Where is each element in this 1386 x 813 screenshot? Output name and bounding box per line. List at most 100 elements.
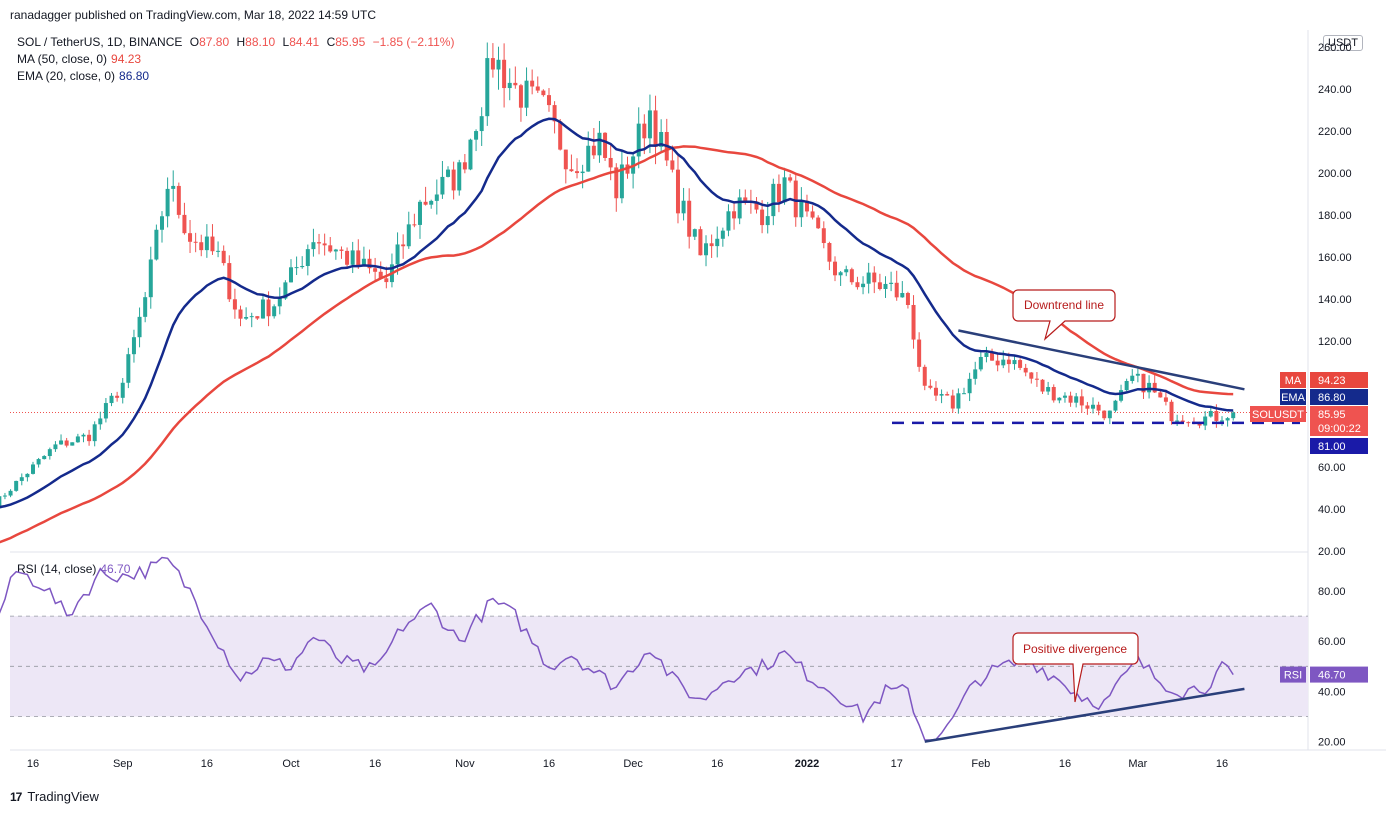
- symbol-legend: SOL / TetherUS, 1D, BINANCE O87.80 H88.1…: [17, 35, 454, 49]
- annotation-text: Positive divergence: [1023, 642, 1127, 656]
- candle-body: [199, 242, 204, 251]
- price-label-solusdt: SOLUSDT 85.95 09:00:22: [1250, 406, 1368, 436]
- candle-body: [1113, 400, 1118, 411]
- candle-body: [956, 393, 961, 409]
- time-tick-label: 16: [1216, 758, 1228, 770]
- label-name: SOLUSDT: [1252, 409, 1304, 421]
- candle-body: [1147, 382, 1152, 393]
- candle-body: [1203, 416, 1208, 426]
- candle-body: [137, 316, 142, 338]
- high-value: 88.10: [245, 35, 276, 49]
- candle-body: [1018, 360, 1023, 368]
- ema-legend[interactable]: EMA (20, close, 0) 86.80: [17, 69, 149, 83]
- candle-body: [866, 272, 871, 284]
- candle-body: [294, 267, 299, 269]
- price-label-ma: MA 94.23: [1280, 372, 1368, 388]
- candle-body: [249, 316, 254, 318]
- candle-body: [889, 282, 894, 284]
- candle-body: [457, 162, 462, 191]
- candle-body: [92, 424, 97, 442]
- candle-body: [126, 354, 131, 383]
- annotation-bubble: [1012, 289, 1116, 341]
- symbol-name[interactable]: SOL / TetherUS, 1D, BINANCE: [17, 35, 183, 49]
- high-label: H: [236, 35, 246, 49]
- candle-body: [255, 316, 260, 319]
- time-tick-label: 17: [891, 758, 903, 770]
- rsi-legend[interactable]: RSI (14, close) 46.70: [17, 562, 130, 576]
- candle-body: [535, 86, 540, 91]
- price-tick-label: 20.00: [1318, 546, 1346, 558]
- candle-body: [8, 490, 13, 496]
- currency-button[interactable]: USDT: [1323, 35, 1363, 51]
- candle-body: [468, 139, 473, 170]
- open-label: O: [189, 35, 200, 49]
- candles-group: [0, 42, 1236, 509]
- candle-body: [378, 271, 383, 279]
- candle-body: [855, 282, 860, 288]
- candle-body: [1046, 386, 1051, 392]
- candle-body: [300, 265, 305, 268]
- downtrend-annotation: Downtrend line: [1012, 289, 1116, 341]
- candle-body: [1158, 392, 1163, 398]
- price-tick-label: 140.00: [1318, 294, 1352, 306]
- candle-body: [462, 162, 467, 170]
- candle-body: [322, 243, 327, 246]
- candle-body: [518, 85, 523, 108]
- candle-body: [1231, 412, 1236, 419]
- time-tick-label: 2022: [795, 758, 819, 770]
- time-tick-label: Feb: [971, 758, 990, 770]
- candle-body: [288, 267, 293, 283]
- candle-body: [681, 200, 686, 214]
- candle-body: [804, 200, 809, 212]
- candle-body: [64, 440, 69, 446]
- candle-body: [59, 440, 64, 445]
- candle-body: [1214, 411, 1219, 421]
- candle-body: [1074, 396, 1079, 403]
- annotation-bubble: [1012, 632, 1139, 703]
- candle-body: [849, 269, 854, 283]
- candle-body: [692, 229, 697, 237]
- candle-body: [384, 278, 389, 283]
- candle-body: [115, 395, 120, 398]
- ma-legend[interactable]: MA (50, close, 0) 94.23: [17, 52, 141, 66]
- label-name-bg: [1280, 389, 1306, 405]
- label-name-bg: [1250, 406, 1306, 422]
- candle-body: [973, 369, 978, 379]
- label-value: 85.95: [1318, 409, 1346, 421]
- candle-body: [1023, 367, 1028, 373]
- candle-body: [1186, 422, 1191, 424]
- candle-body: [743, 197, 748, 201]
- candle-body: [277, 298, 282, 307]
- candle-body: [204, 236, 209, 251]
- label-name: RSI: [1284, 670, 1302, 682]
- candle-body: [687, 200, 692, 237]
- candle-body: [799, 200, 804, 218]
- candle-body: [575, 171, 580, 174]
- candle-body: [14, 480, 19, 491]
- candle-body: [861, 283, 866, 288]
- price-label-ema: EMA 86.80: [1280, 389, 1368, 405]
- candle-body: [1220, 420, 1224, 422]
- close-label: C: [326, 35, 336, 49]
- candle-body: [361, 258, 366, 266]
- candle-body: [1141, 373, 1146, 393]
- candle-body: [70, 442, 75, 446]
- candle-body: [990, 352, 995, 361]
- rsi-label: RSI (14, close): [17, 562, 97, 576]
- label-name: EMA: [1281, 392, 1306, 404]
- low-value: 84.41: [289, 35, 320, 49]
- footer-brand: TradingView: [27, 789, 99, 804]
- candle-body: [446, 169, 451, 177]
- candle-body: [1079, 396, 1084, 406]
- candle-body: [440, 176, 445, 195]
- candle-body: [490, 58, 495, 70]
- candle-body: [810, 211, 815, 218]
- candle-body: [732, 211, 737, 219]
- ma-value: 94.23: [111, 52, 142, 66]
- candle-body: [311, 242, 316, 250]
- divergence-annotation: Positive divergence: [1012, 632, 1139, 703]
- label-value: 46.70: [1318, 670, 1346, 682]
- candle-body: [1124, 380, 1129, 391]
- candle-body: [345, 250, 350, 265]
